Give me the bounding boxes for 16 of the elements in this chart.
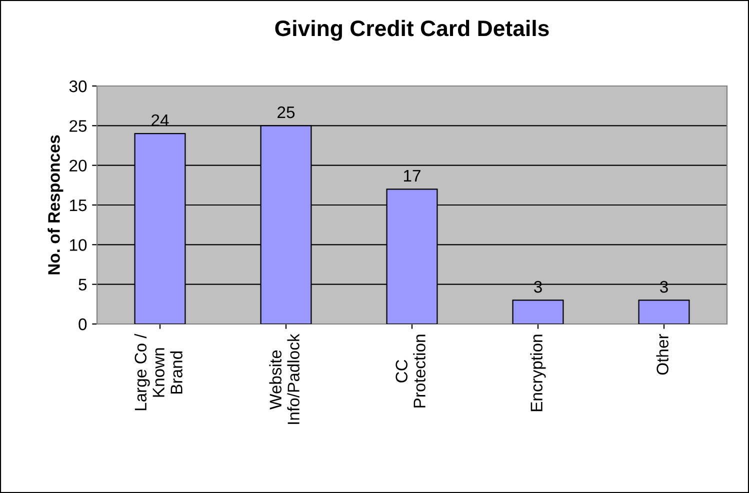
x-tick-label: Other — [656, 334, 668, 375]
x-tick-label: Large Co / Known Brand — [134, 334, 182, 410]
y-tick-label: 30 — [69, 80, 87, 92]
y-tick-label: 15 — [70, 200, 87, 212]
data-label: 17 — [404, 170, 420, 182]
data-label: 25 — [278, 106, 295, 118]
y-tick-label: 25 — [70, 120, 87, 132]
x-tick-label: Website Info/Padlock — [269, 334, 300, 424]
y-tick-label: 0 — [78, 318, 87, 330]
x-tick-label: Encryption — [530, 334, 546, 412]
y-tick-label: 5 — [78, 278, 87, 291]
y-tick-label: 20 — [70, 160, 87, 172]
y-axis-title: No. of Responces — [48, 135, 64, 274]
chart-title: Giving Credit Card Details — [275, 20, 549, 41]
x-tick-label: CC Protection — [396, 334, 426, 408]
y-tick-label: 10 — [70, 239, 87, 251]
